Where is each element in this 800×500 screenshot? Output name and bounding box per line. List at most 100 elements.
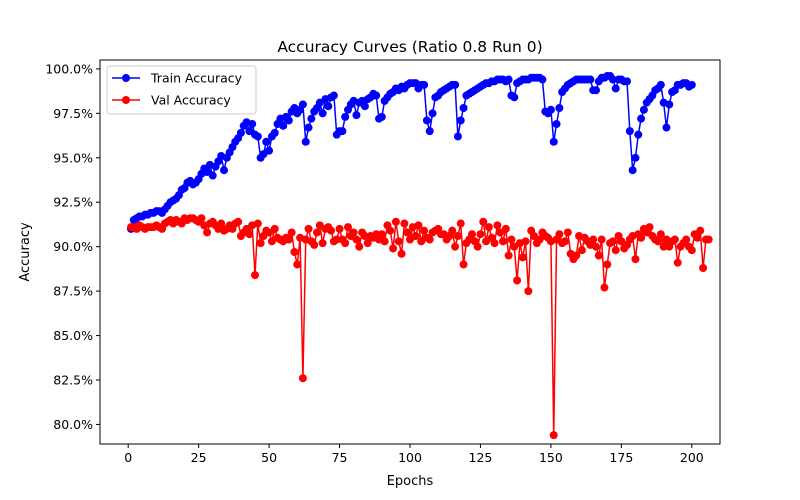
val-accuracy-point [414, 221, 423, 230]
train-accuracy-point [665, 100, 674, 109]
val-accuracy-point [389, 244, 398, 253]
chart-title: Accuracy Curves (Ratio 0.8 Run 0) [277, 38, 542, 56]
train-accuracy-point [639, 105, 648, 114]
train-accuracy-point [453, 132, 462, 141]
val-accuracy-point [197, 214, 206, 223]
train-accuracy-point [656, 80, 665, 89]
train-accuracy-point [253, 132, 262, 141]
val-accuracy-point [699, 264, 708, 272]
train-accuracy-point [265, 146, 274, 155]
val-accuracy-point [253, 219, 262, 228]
val-accuracy-point [603, 260, 612, 269]
train-accuracy-point [372, 91, 381, 100]
val-accuracy-point [397, 249, 406, 258]
val-accuracy-point [696, 226, 705, 235]
val-accuracy-point [298, 374, 307, 383]
val-accuracy-point [577, 246, 586, 255]
val-accuracy-point [349, 228, 358, 237]
y-tick-label: 92.5% [53, 195, 93, 210]
train-accuracy-point [687, 80, 696, 89]
val-accuracy-point [521, 237, 530, 246]
val-accuracy-point [453, 232, 462, 240]
train-accuracy-point [270, 128, 279, 137]
val-accuracy-point [670, 235, 679, 244]
train-accuracy-point [634, 130, 643, 139]
series-layer [127, 72, 713, 440]
val-accuracy-point [394, 237, 403, 246]
y-tick-label: 97.5% [53, 106, 93, 121]
val-accuracy-point [507, 235, 516, 244]
val-accuracy-point [352, 235, 361, 244]
val-accuracy-point [203, 228, 212, 237]
val-accuracy-point [448, 226, 457, 235]
train-accuracy-point [304, 123, 313, 132]
val-accuracy-point [611, 246, 620, 255]
train-accuracy-point [546, 105, 555, 114]
val-accuracy-point [600, 283, 609, 292]
train-accuracy-point [284, 116, 293, 125]
train-accuracy-point [298, 100, 307, 109]
val-accuracy-point [631, 255, 640, 264]
train-accuracy-point [552, 120, 561, 128]
val-accuracy-point [386, 226, 395, 235]
val-accuracy-point [451, 242, 460, 251]
train-accuracy-point [586, 75, 595, 84]
train-accuracy-point [608, 75, 617, 84]
legend-item-train-accuracy: Train Accuracy [112, 71, 243, 86]
y-tick-label: 80.0% [53, 417, 93, 432]
val-accuracy-point [420, 226, 429, 235]
train-accuracy-point [377, 112, 386, 121]
train-accuracy-point [341, 112, 350, 121]
val-accuracy-point [256, 239, 265, 248]
val-accuracy-point [656, 230, 665, 239]
legend: Train Accuracy Val Accuracy [106, 65, 257, 115]
y-tick-label: 87.5% [53, 284, 93, 299]
train-accuracy-point [307, 114, 316, 123]
val-accuracy-point [473, 242, 482, 251]
val-accuracy-point [687, 246, 696, 255]
val-accuracy-point [504, 251, 513, 260]
val-accuracy-point [332, 235, 341, 244]
series-train-accuracy [127, 72, 696, 233]
x-tick-label: 75 [332, 450, 348, 465]
series-val-accuracy [127, 214, 713, 440]
val-accuracy-point [284, 235, 293, 244]
legend-label: Train Accuracy [150, 71, 243, 86]
train-accuracy-point [248, 120, 257, 128]
axes-layer: 0 25 50 75 100 125 150 175 200 80.0% 82.5% 85.0% 87.… [45, 61, 703, 465]
val-accuracy-point [561, 237, 569, 246]
val-accuracy-point [391, 217, 400, 226]
x-tick-label: 0 [124, 450, 132, 465]
x-tick-label: 200 [680, 450, 704, 465]
val-accuracy-point [659, 242, 668, 251]
val-accuracy-point [355, 242, 364, 251]
legend-swatch-marker [122, 96, 130, 104]
x-tick-label: 25 [191, 450, 207, 465]
train-accuracy-point [592, 86, 600, 95]
val-accuracy-point [524, 287, 533, 296]
val-accuracy-point [513, 276, 522, 285]
val-accuracy-point [411, 232, 420, 240]
val-accuracy-point [493, 221, 502, 230]
train-accuracy-point [318, 109, 327, 118]
val-accuracy-point [304, 224, 313, 233]
val-accuracy-point [597, 235, 606, 244]
train-accuracy-point [538, 75, 547, 84]
val-accuracy-point [563, 228, 572, 237]
train-accuracy-point [623, 77, 631, 86]
val-accuracy-point [592, 242, 600, 251]
x-tick-label: 100 [398, 450, 422, 465]
val-accuracy-point [608, 237, 617, 246]
val-accuracy-point [549, 431, 558, 440]
y-tick-label: 95.0% [53, 150, 93, 165]
train-accuracy-point [451, 80, 460, 89]
train-accuracy-point [510, 93, 519, 102]
val-accuracy-point [217, 219, 226, 228]
val-accuracy-point [310, 240, 319, 249]
val-accuracy-point [313, 228, 321, 237]
train-accuracy-point [459, 104, 468, 112]
train-accuracy-point [279, 121, 288, 130]
val-accuracy-point [682, 235, 691, 244]
val-accuracy-point [400, 219, 409, 228]
train-accuracy-point [262, 137, 271, 146]
